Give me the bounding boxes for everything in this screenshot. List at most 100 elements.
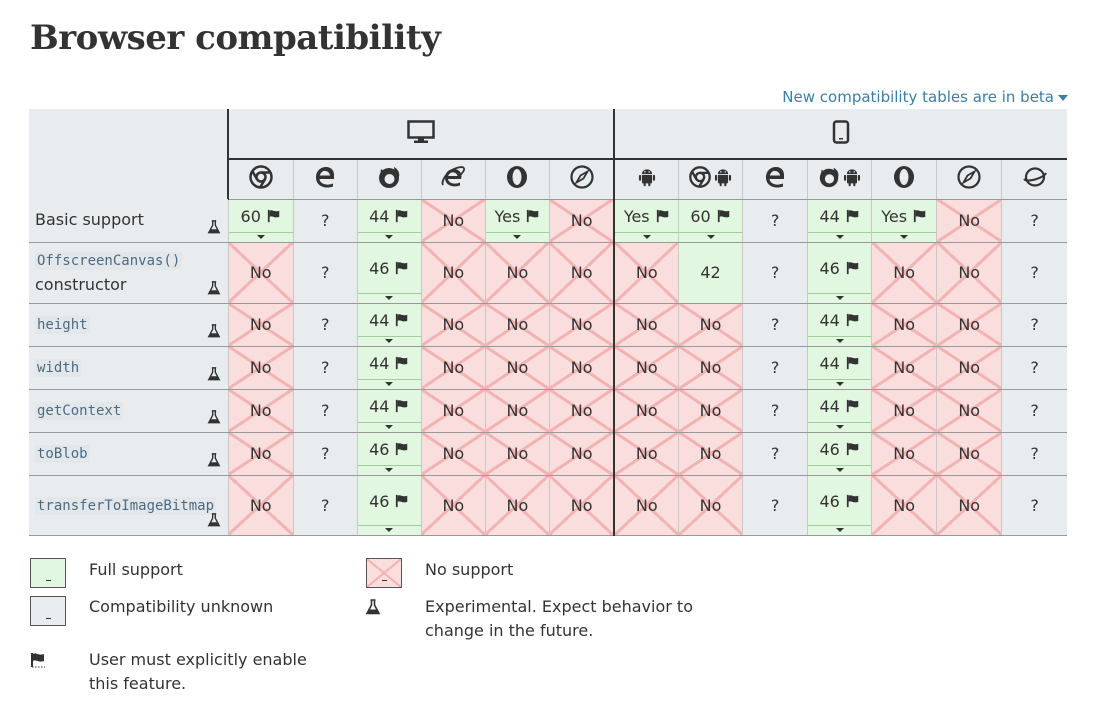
support-cell: ? [1001,303,1067,347]
support-cell: No [613,303,679,347]
flag-icon [389,311,409,330]
expand-caret-icon[interactable] [358,524,421,535]
expand-caret-icon[interactable] [358,292,421,303]
feature-name[interactable]: height [35,316,90,334]
support-value: ? [770,401,780,420]
support-value: No [699,401,722,420]
support-cell: No [484,242,550,304]
support-value: No [506,315,529,334]
support-cell: No [484,432,550,476]
expand-caret-icon[interactable] [872,231,937,242]
flag-icon [389,492,409,511]
opera-icon [504,166,530,194]
support-cell: ? [742,242,808,304]
browser-header-samsung-internet [1001,159,1067,200]
support-cell[interactable]: 44 [356,389,422,433]
expand-caret-icon[interactable] [808,524,872,535]
expand-caret-icon[interactable] [615,231,678,242]
support-cell: No [484,303,550,347]
support-cell: No [871,432,937,476]
support-cell: No [936,242,1002,304]
expand-caret-icon[interactable] [808,335,872,346]
beta-tables-link[interactable]: New compatibility tables are in beta [782,88,1068,106]
flag-icon [840,311,860,330]
support-value: 60 [240,207,261,226]
mobile-icon [832,119,850,144]
support-cell[interactable]: 46 [807,242,872,304]
expand-caret-icon[interactable] [358,378,421,389]
expand-caret-icon[interactable] [486,231,549,242]
support-value: 46 [369,491,390,511]
expand-caret-icon[interactable] [358,231,421,242]
expand-caret-icon[interactable] [808,421,872,432]
feature-name[interactable]: transferToImageBitmap [35,496,217,515]
support-cell: No [936,346,1002,390]
support-value: No [635,315,658,334]
support-cell[interactable]: 44 [807,303,872,347]
expand-caret-icon[interactable] [808,378,872,389]
support-value: ? [1030,211,1039,230]
expand-caret-icon[interactable] [808,464,872,475]
expand-caret-icon[interactable] [229,231,293,242]
support-cell: No [548,303,616,347]
support-cell: No [613,389,679,433]
expand-caret-icon[interactable] [358,421,421,432]
support-value: No [570,263,593,282]
support-value: 46 [369,259,390,278]
expand-caret-icon[interactable] [358,335,421,346]
expand-caret-icon[interactable] [358,464,421,475]
support-cell[interactable]: 46 [356,432,422,476]
support-cell: ? [742,432,808,476]
support-cell[interactable]: 44 [807,346,872,390]
browser-header-internet-explorer [420,159,486,200]
feature-name[interactable]: toBlob [35,445,90,463]
support-cell[interactable]: 44 [356,346,422,390]
experimental-icon [207,366,221,380]
browser-header-safari [548,159,616,200]
support-cell[interactable]: Yes [484,199,550,243]
support-value: No [442,315,465,334]
opera-android-icon [891,166,917,194]
support-cell[interactable]: 44 [807,199,872,243]
support-cell[interactable]: 60 [227,199,294,243]
support-cell[interactable]: Yes [871,199,937,243]
support-value: No [893,315,916,334]
support-cell: ? [1001,432,1067,476]
support-value: No [635,401,658,420]
feature-name[interactable]: getContext [35,402,124,420]
compat-table: Basic support 60? 44 No Yes No Yes 60? 44 Yes No? O… [29,109,1067,536]
expand-caret-icon[interactable] [679,231,743,242]
support-cell[interactable]: 46 [807,432,872,476]
support-cell[interactable]: 46 [356,242,422,304]
feature-name[interactable]: OffscreenCanvas() [35,252,183,270]
flag-icon [389,354,409,373]
support-value: 42 [700,263,721,282]
support-cell: 42 [677,242,743,304]
support-value: No [506,444,529,463]
support-cell[interactable]: 44 [356,303,422,347]
expand-caret-icon[interactable] [808,292,872,303]
support-cell[interactable]: 46 [356,475,422,536]
support-cell[interactable]: 46 [807,475,872,536]
expand-caret-icon[interactable] [808,231,872,242]
support-cell: No [227,475,294,536]
support-value: 44 [369,207,390,226]
flag-icon [389,440,409,459]
feature-name-cell: height [29,303,229,347]
support-cell: No [548,389,616,433]
support-value: No [635,358,658,377]
browser-header-chrome-android [677,159,743,200]
support-cell[interactable]: Yes [613,199,679,243]
flag-icon [907,207,927,226]
support-cell[interactable]: 60 [677,199,743,243]
support-cell[interactable]: 44 [356,199,422,243]
support-cell: No [677,432,743,476]
feature-name[interactable]: width [35,359,82,377]
support-value: No [506,401,529,420]
support-cell[interactable]: 44 [807,389,872,433]
support-value: ? [320,211,330,230]
support-cell: ? [1001,199,1067,243]
support-cell: No [871,475,937,536]
support-value: No [958,315,981,334]
support-cell: No [548,199,616,243]
